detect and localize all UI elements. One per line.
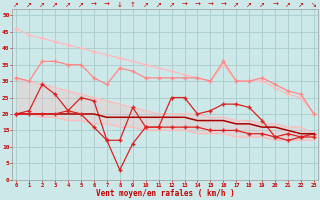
X-axis label: Vent moyen/en rafales ( km/h ): Vent moyen/en rafales ( km/h ) [96,189,235,198]
